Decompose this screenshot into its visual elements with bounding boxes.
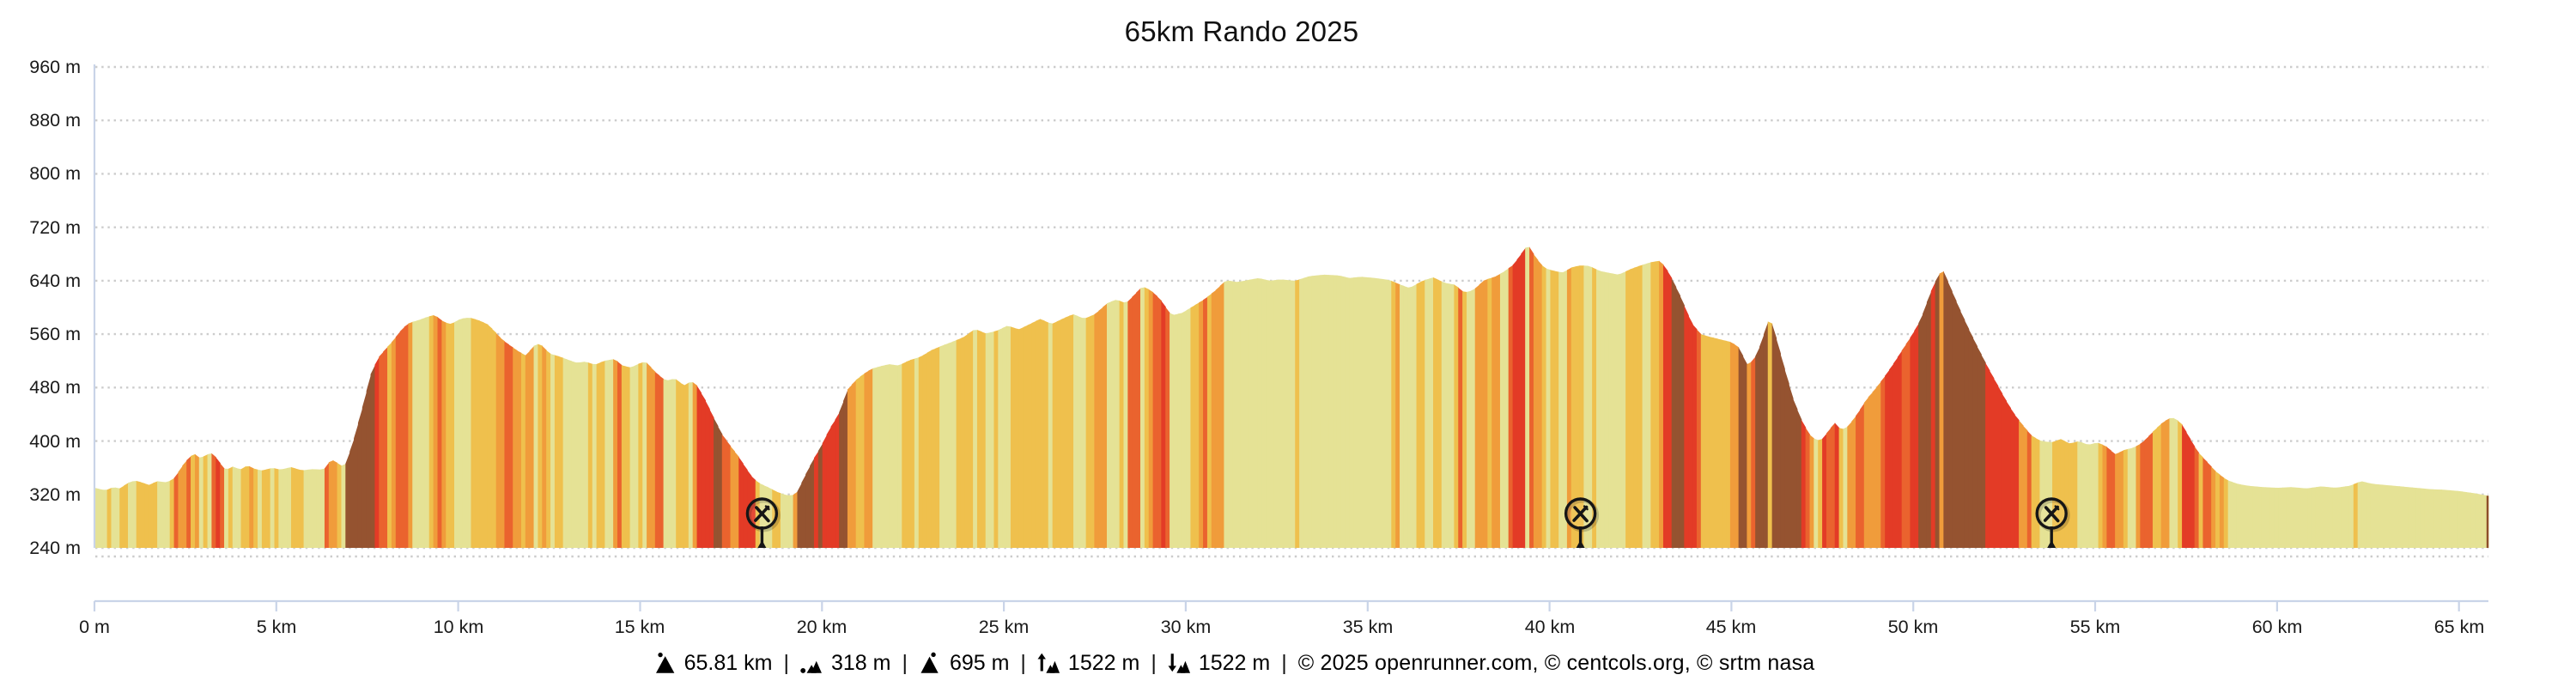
x-axis-label: 55 km bbox=[2069, 617, 2121, 637]
poi-markers bbox=[745, 497, 2070, 548]
refreshment-marker[interactable] bbox=[1564, 497, 1600, 548]
ascent-icon bbox=[1037, 653, 1060, 673]
stat-item: 1522 m bbox=[1037, 651, 1139, 676]
y-axis-label: 560 m bbox=[29, 324, 81, 344]
stat-item: 318 m bbox=[800, 651, 890, 676]
y-axis-label: 480 m bbox=[29, 377, 81, 398]
x-axis-label: 40 km bbox=[1524, 617, 1576, 637]
x-axis-label: 20 km bbox=[796, 617, 848, 637]
x-axis-label: 0 m bbox=[79, 617, 110, 637]
stat-value: 65.81 km bbox=[683, 651, 773, 675]
y-axis-label: 240 m bbox=[29, 538, 81, 558]
credits-text: © 2025 openrunner.com, © centcols.org, ©… bbox=[1297, 651, 1815, 675]
stat-item: 695 m bbox=[919, 651, 1009, 676]
axes bbox=[93, 64, 2488, 611]
stat-value: 318 m bbox=[830, 651, 891, 675]
y-axis-label: 640 m bbox=[29, 271, 81, 291]
y-axis-label: 960 m bbox=[29, 57, 81, 77]
distance-mountain-icon bbox=[655, 652, 675, 673]
stat-value: 1522 m bbox=[1067, 651, 1140, 675]
x-axis-label: 60 km bbox=[2251, 617, 2303, 637]
elevation-area[interactable] bbox=[94, 246, 2489, 548]
x-axis-label: 65 km bbox=[2433, 617, 2485, 637]
y-axis-label: 720 m bbox=[29, 217, 81, 238]
descent-icon bbox=[1168, 654, 1191, 673]
stat-item: 65.81 km bbox=[653, 651, 773, 676]
refreshment-marker[interactable] bbox=[745, 497, 781, 548]
stat-separator: | bbox=[1151, 651, 1157, 675]
fork-knife-icon bbox=[754, 505, 770, 523]
stat-separator: | bbox=[1281, 651, 1287, 675]
y-axis-label: 320 m bbox=[29, 484, 81, 505]
x-axis-label: 30 km bbox=[1160, 617, 1212, 637]
stat-separator: | bbox=[1020, 651, 1026, 675]
fork-knife-icon bbox=[1572, 505, 1589, 523]
stat-separator: | bbox=[783, 651, 789, 675]
stat-separator: | bbox=[902, 651, 908, 675]
y-axis-label: 880 m bbox=[29, 110, 81, 131]
x-axis-label: 45 km bbox=[1705, 617, 1757, 637]
x-axis-label: 5 km bbox=[256, 617, 297, 637]
x-axis-label: 25 km bbox=[978, 617, 1030, 637]
x-axis-label: 50 km bbox=[1887, 617, 1939, 637]
y-axis-label: 400 m bbox=[29, 431, 81, 452]
refreshment-marker[interactable] bbox=[2035, 497, 2070, 548]
stat-value: 1522 m bbox=[1198, 651, 1271, 675]
stats-items: 65.81 km | 318 m | 695 m | 1522 m | 1522 m | bbox=[653, 651, 1298, 676]
stat-value: 695 m bbox=[949, 651, 1010, 675]
stats-bar: 65.81 km | 318 m | 695 m | 1522 m | 1522 m | © 20… bbox=[653, 651, 1815, 676]
chart-title: 65km Rando 2025 bbox=[1124, 15, 1359, 47]
x-axis-label: 10 km bbox=[433, 617, 484, 637]
x-axis-label: 35 km bbox=[1342, 617, 1394, 637]
x-axis-label: 15 km bbox=[614, 617, 665, 637]
stat-item: 1522 m bbox=[1168, 651, 1270, 676]
min-elevation-icon bbox=[800, 660, 823, 673]
max-elevation-icon bbox=[920, 652, 939, 673]
fork-knife-icon bbox=[2043, 505, 2060, 523]
y-axis-label: 800 m bbox=[29, 163, 81, 184]
